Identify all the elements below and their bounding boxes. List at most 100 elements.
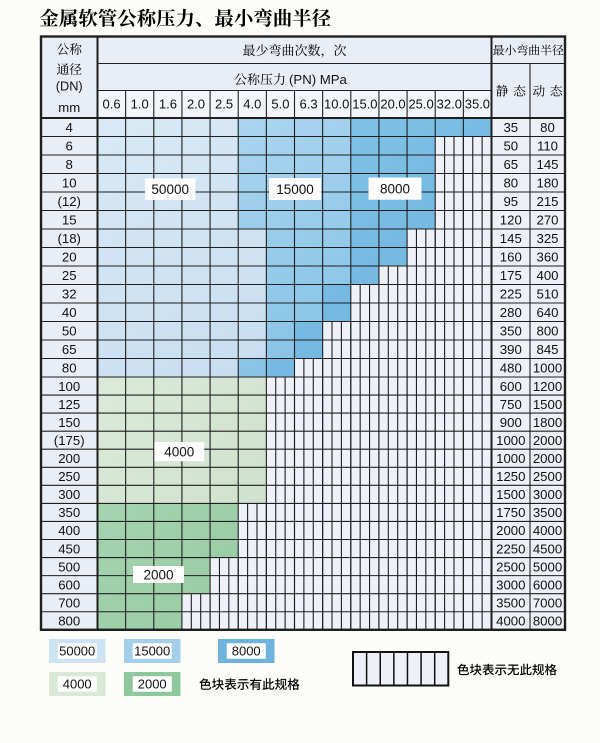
svg-text:2500: 2500 [496,559,525,574]
svg-text:2000: 2000 [138,677,167,692]
svg-text:800: 800 [536,324,558,339]
svg-text:175: 175 [500,268,522,283]
svg-text:845: 845 [536,342,558,357]
svg-text:145: 145 [500,231,522,246]
svg-text:4000: 4000 [533,523,562,538]
svg-text:600: 600 [500,379,522,394]
svg-text:400: 400 [58,523,80,538]
svg-text:400: 400 [536,268,558,283]
svg-text:80: 80 [62,361,77,376]
svg-text:10: 10 [62,176,77,191]
svg-text:215: 215 [536,194,558,209]
svg-text:225: 225 [500,287,522,302]
svg-text:3500: 3500 [496,595,525,610]
svg-text:510: 510 [536,287,558,302]
svg-text:100: 100 [58,379,80,394]
svg-text:700: 700 [58,595,80,610]
svg-text:15: 15 [62,213,77,228]
svg-text:80: 80 [503,176,518,191]
svg-text:6: 6 [66,139,73,154]
svg-text:15000: 15000 [276,182,314,197]
svg-text:5.0: 5.0 [271,97,289,112]
svg-text:150: 150 [58,415,80,430]
svg-text:1250: 1250 [496,469,525,484]
svg-text:1500: 1500 [496,487,525,502]
svg-text:35.0: 35.0 [465,97,490,112]
svg-text:1500: 1500 [533,397,562,412]
svg-text:8000: 8000 [232,644,261,659]
svg-text:25.0: 25.0 [408,97,433,112]
svg-text:6000: 6000 [533,577,562,592]
svg-text:2000: 2000 [496,523,525,538]
svg-text:20.0: 20.0 [380,97,405,112]
svg-text:270: 270 [536,213,558,228]
svg-text:350: 350 [58,505,80,520]
svg-text:(DN): (DN) [56,79,83,94]
svg-text:2250: 2250 [496,541,525,556]
svg-text:50000: 50000 [59,644,95,659]
svg-text:390: 390 [500,342,522,357]
svg-text:3000: 3000 [496,577,525,592]
svg-text:1000: 1000 [533,361,562,376]
svg-text:10.0: 10.0 [324,97,349,112]
svg-text:2.0: 2.0 [187,97,205,112]
svg-text:4000: 4000 [63,677,92,692]
svg-text:3000: 3000 [533,487,562,502]
svg-text:1000: 1000 [496,451,525,466]
svg-text:25: 25 [62,268,77,283]
svg-text:4: 4 [66,120,73,135]
svg-text:1800: 1800 [533,415,562,430]
svg-text:8000: 8000 [533,614,562,629]
svg-text:50000: 50000 [151,182,189,197]
svg-text:1000: 1000 [496,433,525,448]
svg-text:(PN) MPa: (PN) MPa [289,72,348,87]
svg-text:360: 360 [536,250,558,265]
svg-text:5000: 5000 [533,559,562,574]
svg-text:125: 125 [58,397,80,412]
svg-text:50: 50 [503,139,518,154]
svg-text:65: 65 [503,157,518,172]
svg-text:6.3: 6.3 [300,97,318,112]
svg-text:350: 350 [500,324,522,339]
svg-text:480: 480 [500,361,522,376]
svg-text:32: 32 [62,287,77,302]
svg-text:4000: 4000 [164,444,194,459]
svg-text:1200: 1200 [533,379,562,394]
svg-text:4.0: 4.0 [243,97,261,112]
svg-text:20: 20 [62,250,77,265]
svg-text:0.6: 0.6 [103,97,121,112]
svg-text:4000: 4000 [496,614,525,629]
svg-text:2.5: 2.5 [215,97,233,112]
svg-text:7000: 7000 [533,595,562,610]
svg-text:2500: 2500 [533,469,562,484]
svg-text:8000: 8000 [380,181,410,196]
svg-text:50: 50 [62,324,77,339]
svg-text:800: 800 [58,614,80,629]
svg-text:500: 500 [58,559,80,574]
svg-text:160: 160 [500,250,522,265]
svg-text:450: 450 [58,541,80,556]
svg-text:40: 40 [62,305,77,320]
svg-text:35: 35 [503,120,518,135]
svg-text:95: 95 [503,194,518,209]
svg-text:2000: 2000 [143,567,173,582]
svg-text:4500: 4500 [533,541,562,556]
svg-text:mm: mm [58,100,80,115]
svg-text:32.0: 32.0 [437,97,462,112]
svg-text:(175): (175) [54,433,85,448]
svg-text:750: 750 [500,397,522,412]
svg-text:65: 65 [62,342,77,357]
svg-text:15.0: 15.0 [352,97,377,112]
svg-text:2000: 2000 [533,433,562,448]
svg-text:110: 110 [537,139,558,154]
svg-text:3500: 3500 [533,505,562,520]
svg-text:640: 640 [536,305,558,320]
svg-text:120: 120 [500,213,522,228]
svg-text:300: 300 [58,487,80,502]
svg-text:(18): (18) [57,231,80,246]
svg-text:15000: 15000 [134,644,170,659]
svg-text:280: 280 [500,305,522,320]
svg-text:325: 325 [536,231,558,246]
svg-text:2000: 2000 [533,451,562,466]
svg-text:145: 145 [536,157,558,172]
